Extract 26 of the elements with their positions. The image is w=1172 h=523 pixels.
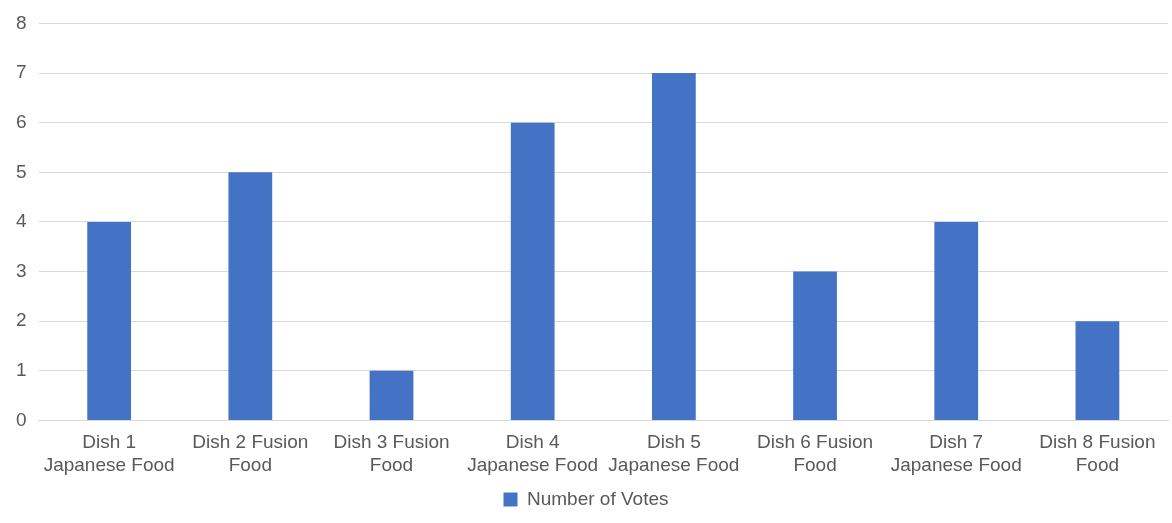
bar xyxy=(651,73,696,420)
y-tick-label: 2 xyxy=(15,309,27,331)
x-tick-label: Dish 4 Japanese Food xyxy=(467,431,599,475)
y-tick-label: 4 xyxy=(15,210,27,232)
y-tick-label: 3 xyxy=(15,259,27,281)
x-tick-label: Dish 2 Fusion Food xyxy=(192,431,309,475)
y-tick-label: 7 xyxy=(15,61,27,83)
y-tick-label: 6 xyxy=(15,110,27,132)
bar xyxy=(1075,321,1120,420)
x-tick-label: Dish 7 Japanese Food xyxy=(890,431,1022,475)
bar xyxy=(369,370,414,420)
x-tick-label: Dish 6 Fusion Food xyxy=(756,431,874,475)
bar xyxy=(793,271,837,420)
x-tick-label: Dish 3 Fusion Food xyxy=(333,431,450,475)
y-tick-label: 1 xyxy=(15,359,27,381)
bar xyxy=(510,122,555,420)
x-tick-label: Dish 5 Japanese Food xyxy=(608,431,740,475)
y-tick-label: 0 xyxy=(15,408,27,430)
bar xyxy=(87,221,132,420)
y-tick-label: 5 xyxy=(15,160,27,182)
legend-label: Number of Votes xyxy=(526,487,669,509)
x-tick-label: Dish 1 Japanese Food xyxy=(43,431,175,475)
x-tick-label: Dish 8 Fusion Food xyxy=(1039,431,1156,475)
bar xyxy=(934,221,979,420)
bar xyxy=(228,172,273,420)
y-tick-label: 8 xyxy=(15,11,27,33)
